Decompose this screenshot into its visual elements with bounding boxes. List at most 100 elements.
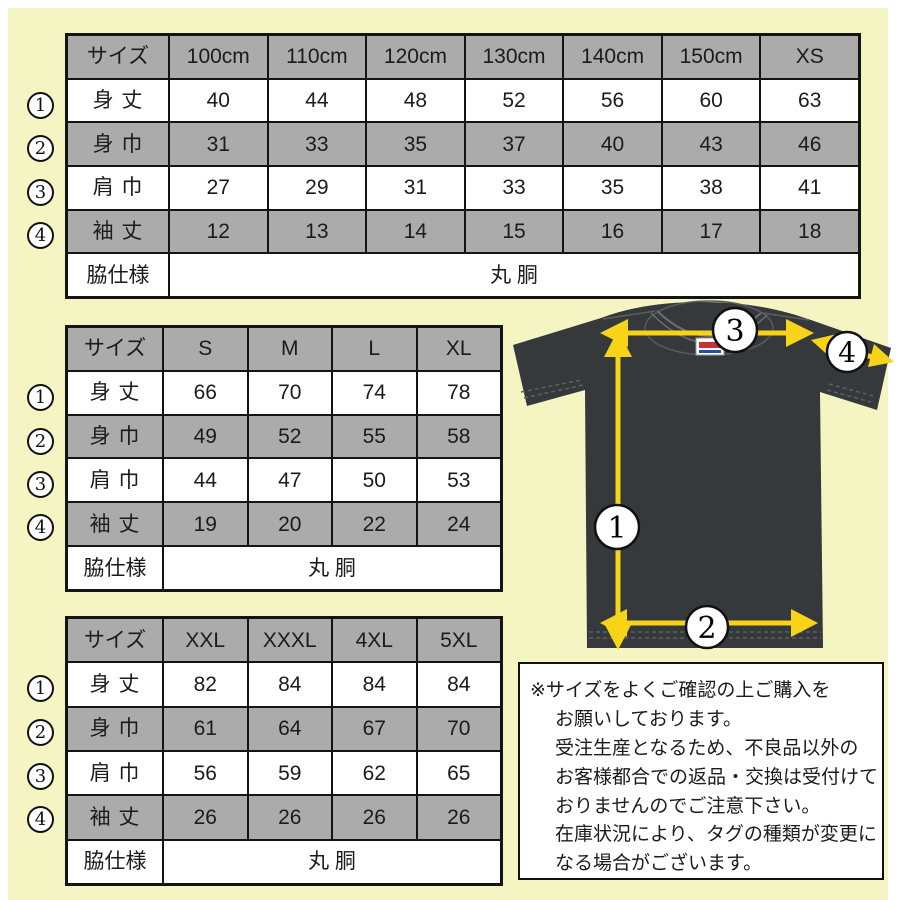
measurement-value: 84 <box>248 663 331 706</box>
marker-2: 2 <box>697 611 716 646</box>
measurement-value: 31 <box>367 167 464 209</box>
marker-4: 4 <box>838 336 856 369</box>
side-spec-value: 丸 胴 <box>170 254 858 296</box>
measurement-value: 78 <box>417 371 500 414</box>
row-label-sleeve-length: 袖 丈 <box>68 503 162 546</box>
measurement-value: 61 <box>164 707 247 750</box>
row-label-sleeve-length: 袖 丈 <box>68 796 162 839</box>
measurement-value: 48 <box>367 79 464 122</box>
row-marker-2: 2 <box>27 719 54 746</box>
note-line: なる場合がございます。 <box>555 853 763 875</box>
measurement-value: 70 <box>248 371 331 414</box>
measurement-value: 24 <box>417 503 500 546</box>
side-spec-value: 丸 胴 <box>164 547 500 589</box>
measurement-value: 13 <box>268 210 366 253</box>
measurement-value: 53 <box>417 459 500 502</box>
page-background: サイズ 100cm 110cm 120cm 130cm 140cm 150cm … <box>8 8 894 900</box>
measurement-value: 65 <box>417 751 500 795</box>
measurement-value: 66 <box>164 371 247 414</box>
marker-circle-3 <box>711 306 759 354</box>
column-header: XS <box>761 36 858 78</box>
measurement-value: 31 <box>170 123 267 165</box>
measurement-value: 12 <box>170 210 267 253</box>
note-line: お客様都合での返品・交換は受付けて <box>555 766 879 788</box>
measurement-value: 44 <box>268 79 366 122</box>
measurement-value: 38 <box>662 167 760 209</box>
measurement-value: 64 <box>248 707 331 750</box>
row-label-body-width: 身 巾 <box>68 415 162 458</box>
column-header: 100cm <box>170 36 267 78</box>
row-label-side-spec: 脇仕様 <box>68 254 168 296</box>
shoulder-seam-left <box>602 310 656 320</box>
column-header: サイズ <box>68 619 162 662</box>
row-marker-1: 1 <box>27 92 54 119</box>
size-table-xxl-5xl: サイズ XXL XXXL 4XL 5XL 身 丈 82 84 84 84 身 巾… <box>65 616 503 886</box>
measurement-value: 52 <box>465 79 563 122</box>
measurement-value: 26 <box>164 796 247 839</box>
measurement-value: 16 <box>564 210 661 253</box>
measurement-value: 82 <box>164 663 247 706</box>
measurement-value: 19 <box>164 503 247 546</box>
marker-circle-2 <box>684 604 730 650</box>
row-marker-2: 2 <box>27 135 54 162</box>
measurement-value: 35 <box>564 167 661 209</box>
row-marker-1: 1 <box>27 675 54 702</box>
marker-circle-4 <box>825 330 869 374</box>
column-header: 110cm <box>268 36 366 78</box>
row-label-body-width: 身 巾 <box>68 707 162 750</box>
row-label-body-length: 身 丈 <box>68 371 162 414</box>
column-header: 120cm <box>367 36 464 78</box>
measurement-value: 84 <box>417 663 500 706</box>
shoulder-seam-right <box>762 312 810 321</box>
measurement-value: 33 <box>268 123 366 165</box>
measurement-value: 41 <box>761 167 858 209</box>
marker-circle-1 <box>593 503 641 551</box>
column-header: 150cm <box>662 36 760 78</box>
measurement-value: 35 <box>367 123 464 165</box>
column-header: M <box>248 328 331 370</box>
measurement-value: 50 <box>333 459 416 502</box>
measurement-value: 60 <box>662 79 760 122</box>
measurement-value: 14 <box>367 210 464 253</box>
measurement-value: 20 <box>248 503 331 546</box>
row-label-side-spec: 脇仕様 <box>68 840 162 883</box>
column-header: サイズ <box>68 36 168 78</box>
measurement-value: 17 <box>662 210 760 253</box>
row-label-body-length: 身 丈 <box>68 663 162 706</box>
column-header: 4XL <box>333 619 416 662</box>
measurement-value: 56 <box>164 751 247 795</box>
diagram-markers: 3 4 1 2 <box>593 306 869 650</box>
measurement-value: 56 <box>564 79 661 122</box>
measurement-value: 59 <box>248 751 331 795</box>
row-label-shoulder-width: 肩 巾 <box>68 167 168 209</box>
row-marker-4: 4 <box>27 514 54 541</box>
measurement-value: 43 <box>662 123 760 165</box>
measurement-value: 63 <box>761 79 858 122</box>
row-label-sleeve-length: 袖 丈 <box>68 210 168 253</box>
measurement-value: 70 <box>417 707 500 750</box>
row-marker-3: 3 <box>27 471 54 498</box>
note-line: 在庫状況により、タグの種類が変更に <box>555 824 877 846</box>
note-line: おりませんのでご注意下さい。 <box>555 795 821 817</box>
size-table-kids-xs: サイズ 100cm 110cm 120cm 130cm 140cm 150cm … <box>65 33 861 299</box>
measurement-value: 58 <box>417 415 500 458</box>
side-spec-value: 丸 胴 <box>164 840 500 883</box>
row-label-shoulder-width: 肩 巾 <box>68 459 162 502</box>
measurement-value: 26 <box>333 796 416 839</box>
column-header: S <box>164 328 247 370</box>
measurement-value: 37 <box>465 123 563 165</box>
column-header: XXL <box>164 619 247 662</box>
marker-1: 1 <box>607 511 626 546</box>
column-header: サイズ <box>68 328 162 370</box>
measurement-value: 40 <box>564 123 661 165</box>
measurement-value: 47 <box>248 459 331 502</box>
row-marker-4: 4 <box>27 222 54 249</box>
row-marker-3: 3 <box>27 763 54 790</box>
purchase-note-box: ※サイズをよくご確認の上ご購入を お願いしております。 受注生産となるため、不良… <box>518 662 884 880</box>
column-header: L <box>333 328 416 370</box>
row-marker-2: 2 <box>27 428 54 455</box>
measurement-value: 15 <box>465 210 563 253</box>
tshirt-silhouette <box>513 302 891 648</box>
tshirt-measurement-diagram: 3 4 1 2 <box>513 300 894 650</box>
